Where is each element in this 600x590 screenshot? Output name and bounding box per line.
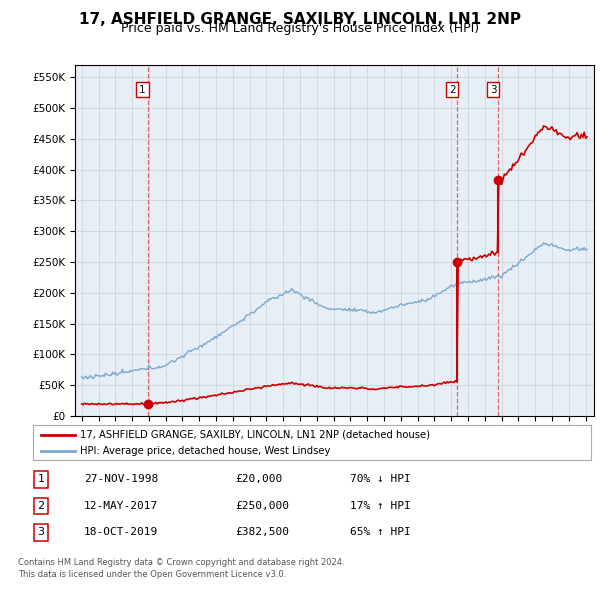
Text: 17, ASHFIELD GRANGE, SAXILBY, LINCOLN, LN1 2NP: 17, ASHFIELD GRANGE, SAXILBY, LINCOLN, L…: [79, 12, 521, 27]
Text: This data is licensed under the Open Government Licence v3.0.: This data is licensed under the Open Gov…: [18, 570, 286, 579]
Text: 2: 2: [37, 501, 44, 511]
Text: 18-OCT-2019: 18-OCT-2019: [84, 527, 158, 537]
Text: Price paid vs. HM Land Registry's House Price Index (HPI): Price paid vs. HM Land Registry's House …: [121, 22, 479, 35]
Text: 2: 2: [449, 84, 455, 94]
Text: 1: 1: [139, 84, 146, 94]
Text: 1: 1: [37, 474, 44, 484]
Text: HPI: Average price, detached house, West Lindsey: HPI: Average price, detached house, West…: [80, 447, 331, 456]
Text: 12-MAY-2017: 12-MAY-2017: [84, 501, 158, 511]
Text: 3: 3: [37, 527, 44, 537]
Text: £382,500: £382,500: [236, 527, 290, 537]
Text: 17, ASHFIELD GRANGE, SAXILBY, LINCOLN, LN1 2NP (detached house): 17, ASHFIELD GRANGE, SAXILBY, LINCOLN, L…: [80, 430, 430, 440]
Text: 27-NOV-1998: 27-NOV-1998: [84, 474, 158, 484]
Text: £250,000: £250,000: [236, 501, 290, 511]
Text: 65% ↑ HPI: 65% ↑ HPI: [350, 527, 411, 537]
Text: 17% ↑ HPI: 17% ↑ HPI: [350, 501, 411, 511]
Text: Contains HM Land Registry data © Crown copyright and database right 2024.: Contains HM Land Registry data © Crown c…: [18, 558, 344, 566]
Text: 3: 3: [490, 84, 496, 94]
Text: 70% ↓ HPI: 70% ↓ HPI: [350, 474, 411, 484]
Text: £20,000: £20,000: [236, 474, 283, 484]
